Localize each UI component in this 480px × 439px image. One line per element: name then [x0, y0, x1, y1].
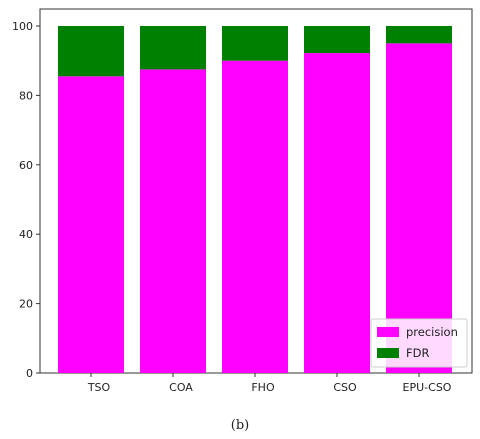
legend-swatch-fdr — [377, 348, 399, 358]
y-tick-label: 20 — [19, 298, 33, 311]
bar-fdr-cso — [304, 26, 370, 54]
bar-fdr-fho — [222, 26, 288, 61]
y-tick-label: 80 — [19, 89, 33, 102]
bar-fdr-tso — [58, 26, 124, 77]
legend-label-fdr: FDR — [406, 346, 429, 360]
y-tick-label: 60 — [19, 159, 33, 172]
bar-precision-tso — [58, 76, 124, 373]
y-tick-label: 100 — [12, 20, 33, 33]
legend-swatch-precision — [377, 327, 399, 337]
bar-fdr-epu-cso — [386, 26, 452, 44]
x-tick-label-cso: CSO — [333, 381, 357, 394]
x-tick-label-coa: COA — [169, 381, 193, 394]
x-tick-label-tso: TSO — [87, 381, 111, 394]
legend: precision FDR — [370, 318, 468, 368]
bar-precision-fho — [222, 60, 288, 373]
x-tick-label-epu-cso: EPU-CSO — [403, 381, 452, 394]
bar-precision-coa — [140, 69, 206, 373]
x-tick-label-fho: FHO — [251, 381, 275, 394]
y-tick-label: 40 — [19, 228, 33, 241]
y-axis: 0 20 40 60 80 100 — [12, 20, 40, 380]
legend-label-precision: precision — [406, 325, 458, 339]
bar-precision-epu-cso — [386, 43, 452, 373]
bar-precision-cso — [304, 53, 370, 373]
figure-caption: (b) — [230, 418, 250, 433]
y-tick-label: 0 — [26, 367, 33, 380]
bars-group — [58, 26, 452, 373]
x-axis: TSO COA FHO CSO EPU-CSO — [87, 373, 452, 394]
bar-fdr-coa — [140, 26, 206, 70]
